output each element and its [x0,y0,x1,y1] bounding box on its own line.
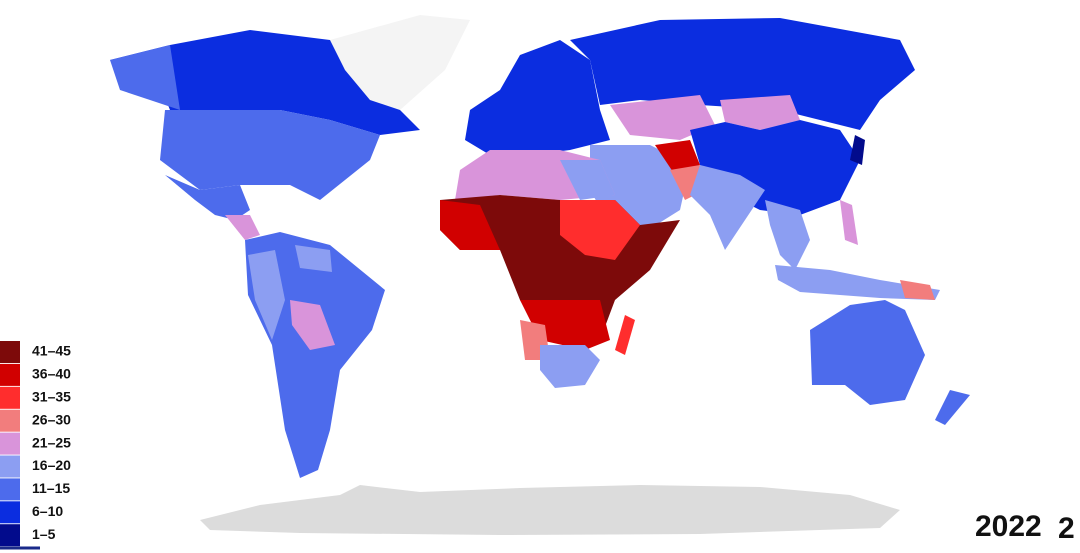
canada [110,30,420,135]
alaska [110,45,180,110]
antarctica [200,485,900,535]
legend-label: 16–20 [32,457,71,473]
legend-label: 26–30 [32,411,71,427]
madagascar [615,315,635,355]
legend-swatch [0,409,20,432]
russia [570,18,915,130]
legend-label: 11–15 [32,480,70,496]
legend-label: 21–25 [32,434,71,450]
east-africa [560,200,640,260]
legend: 41–45 36–40 31–35 26–30 21–25 16–20 11–15 6–10 1… [0,341,71,547]
southern-africa [540,345,600,388]
afghanistan [655,140,700,175]
legend-swatch [0,363,20,386]
year-label: 2022 [975,510,1042,543]
legend-label: 1–5 [32,526,56,542]
mongolia [720,95,800,130]
legend-label: 41–45 [32,343,71,359]
legend-swatch [0,386,20,409]
legend-swatch [0,524,20,547]
papua [900,280,935,300]
europe [465,40,610,155]
legend-swatch [0,501,20,524]
legend-swatch [0,432,20,455]
egypt-sudan [560,160,615,200]
andes [248,250,285,340]
greenland [330,15,470,110]
india [690,165,765,250]
legend-label: 6–10 [32,503,63,519]
philippines [840,200,858,245]
bolivia [290,300,335,350]
legend-label: 31–35 [32,389,71,405]
usa [160,110,380,200]
central-america [225,215,260,240]
guianas [295,245,332,272]
legend-swatch [0,478,20,501]
australia [810,300,925,405]
kazakhstan [610,95,715,140]
legend-swatch [0,341,20,363]
legend-swatch [0,455,20,478]
mexico [165,175,250,220]
west-africa [440,200,500,250]
new-zealand [935,390,970,425]
legend-label: 36–40 [32,366,71,382]
indonesia [775,265,940,300]
japan [850,135,865,165]
se-asia [765,200,810,270]
year-label-clipped: 2 [1058,512,1075,545]
